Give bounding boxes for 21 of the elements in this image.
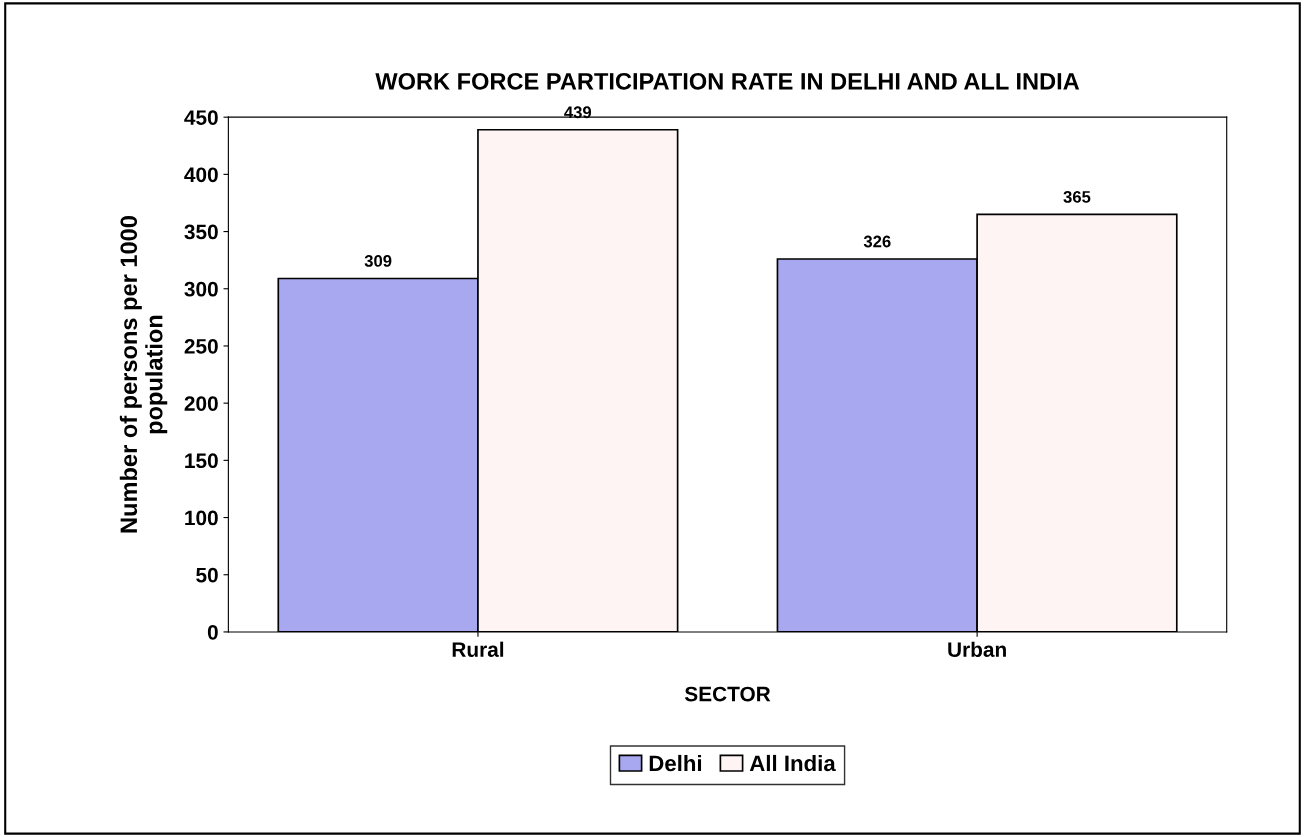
y-tick-label: 250 (184, 338, 218, 354)
y-tick-label: 350 (184, 224, 218, 240)
chart-title: WORK FORCE PARTICIPATION RATE IN DELHI AND ALL INDIA (375, 72, 1080, 90)
legend-label: All India (749, 754, 836, 772)
y-tick-label: 150 (185, 453, 218, 469)
y-tick-label: 100 (185, 510, 218, 526)
y-tick-label: 0 (207, 624, 218, 640)
y-tick-label: 450 (184, 110, 218, 125)
y-tick-label: 200 (184, 396, 218, 411)
data-label: 365 (1063, 190, 1091, 203)
data-label: 326 (863, 235, 891, 248)
data-label: 439 (564, 106, 592, 119)
legend-label: Delhi (649, 754, 702, 772)
y-tick-label: 50 (196, 567, 218, 583)
y-tick-label: 400 (184, 167, 218, 183)
data-label: 309 (364, 255, 392, 267)
x-tick-label: Urban (948, 641, 1006, 657)
x-tick-label: Rural (452, 641, 504, 657)
y-axis-title: Number of persons per 1000 population (119, 216, 168, 533)
y-tick-label: 300 (184, 281, 218, 297)
x-axis-title: SECTOR (684, 686, 771, 702)
